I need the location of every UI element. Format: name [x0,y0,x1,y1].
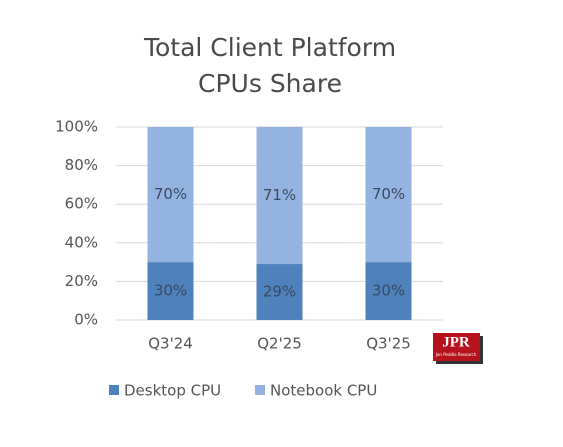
x-tick-label: Q2'25 [257,335,302,353]
legend-label: Desktop CPU [124,382,221,400]
y-tick-label: 40% [65,233,98,251]
y-tick-label: 0% [74,311,98,329]
bar-segment [365,127,412,263]
legend-label: Notebook CPU [270,382,377,400]
legend-swatch [109,385,119,395]
logo-text: JPR [442,334,470,350]
logo-subtext: Jon Peddie Research [435,352,477,357]
y-tick-label: 100% [55,118,98,136]
y-tick-label: 60% [65,195,98,213]
legend-swatch [255,385,265,395]
x-tick-label: Q3'24 [148,335,193,353]
value-label: 71% [263,186,296,204]
chart-title: Total Client Platform CPUs Share [143,33,397,98]
value-label: 70% [372,185,405,203]
bar-segment [147,127,194,263]
bar-segment [256,264,303,320]
x-tick-label: Q3'25 [366,335,411,353]
value-label: 30% [372,282,405,300]
logo [433,333,480,361]
y-tick-label: 20% [65,272,98,290]
y-tick-label: 80% [65,156,98,174]
value-label: 30% [154,282,187,300]
bar-segment [147,262,194,320]
value-label: 29% [263,283,296,301]
bar-segment [256,127,303,265]
value-label: 70% [154,185,187,203]
bar-segment [365,262,412,320]
